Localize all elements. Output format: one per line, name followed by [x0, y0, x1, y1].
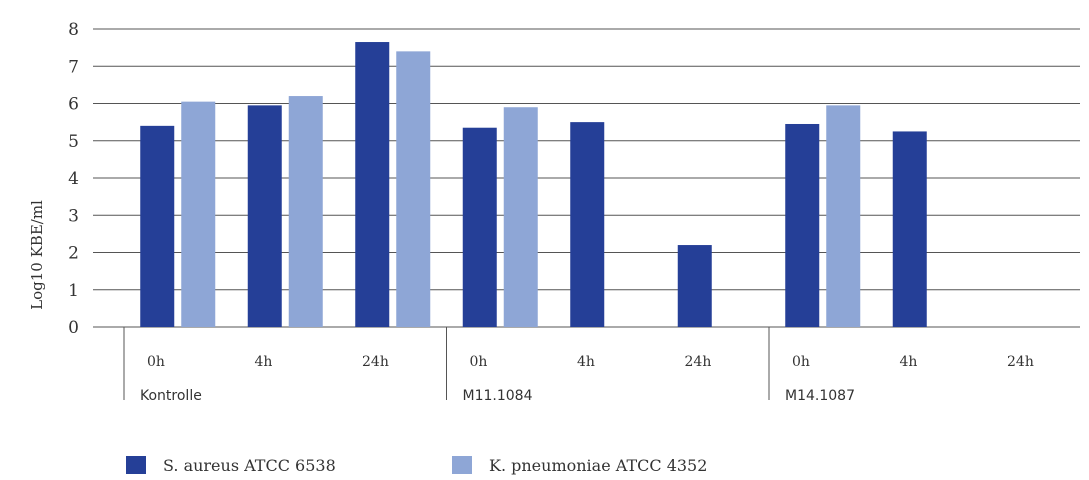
legend-label: K. pneumoniae ATCC 4352 [489, 456, 707, 475]
legend: S. aureus ATCC 6538 K. pneumoniae ATCC 43… [126, 456, 707, 475]
y-tick-label: 8 [68, 20, 79, 40]
y-tick-label: 4 [68, 169, 79, 189]
group-label: M14.1087 [785, 388, 855, 404]
y-tick-label: 0 [68, 318, 79, 338]
y-tick-label: 3 [68, 206, 79, 226]
x-category-label: 0h [792, 354, 810, 370]
y-tick-label: 6 [68, 95, 79, 115]
x-category-label: 0h [470, 354, 488, 370]
x-category-label: 0h [147, 354, 165, 370]
bar-M11.1084-24h-series0 [677, 245, 712, 327]
x-category-label: 4h [255, 354, 273, 370]
y-tick-label: 1 [68, 281, 79, 301]
bar-M11.1084-0h-series0 [462, 127, 497, 328]
y-tick-label: 7 [68, 57, 79, 77]
x-axis-categories: 0h 4h 24h Kontrolle 0h 4h 24h M11.1084 0h 4h 24h M1… [123, 327, 1034, 404]
bar-Kontrolle-0h-series1 [181, 101, 216, 327]
x-category-label: 24h [362, 354, 389, 370]
legend-label: S. aureus ATCC 6538 [163, 456, 336, 475]
bar-Kontrolle-4h-series1 [288, 96, 323, 327]
x-category-label: 4h [577, 354, 595, 370]
x-category-label: 24h [685, 354, 712, 370]
bar-M11.1084-4h-series0 [570, 122, 605, 327]
legend-swatch [126, 456, 146, 474]
bar-Kontrolle-0h-series0 [140, 125, 175, 327]
y-axis-title: Log10 KBE/ml [28, 200, 46, 310]
y-axis-ticks: 0 1 2 3 4 5 6 7 8 [68, 20, 79, 338]
bar-Kontrolle-24h-series0 [355, 42, 390, 327]
bar-Kontrolle-4h-series0 [247, 105, 282, 327]
y-tick-label: 5 [68, 132, 79, 152]
x-category-label: 4h [900, 354, 918, 370]
group-label: M11.1084 [463, 388, 533, 404]
bar-M11.1084-0h-series1 [503, 107, 538, 327]
bars [140, 42, 927, 328]
group-label: Kontrolle [140, 388, 202, 404]
legend-swatch [452, 456, 472, 474]
bar-M14.1087-0h-series0 [785, 123, 820, 327]
bar-M14.1087-4h-series0 [892, 131, 927, 327]
x-category-label: 24h [1007, 354, 1034, 370]
y-tick-label: 2 [68, 244, 79, 264]
bar-M14.1087-0h-series1 [826, 105, 861, 327]
bar-Kontrolle-24h-series1 [396, 51, 431, 327]
